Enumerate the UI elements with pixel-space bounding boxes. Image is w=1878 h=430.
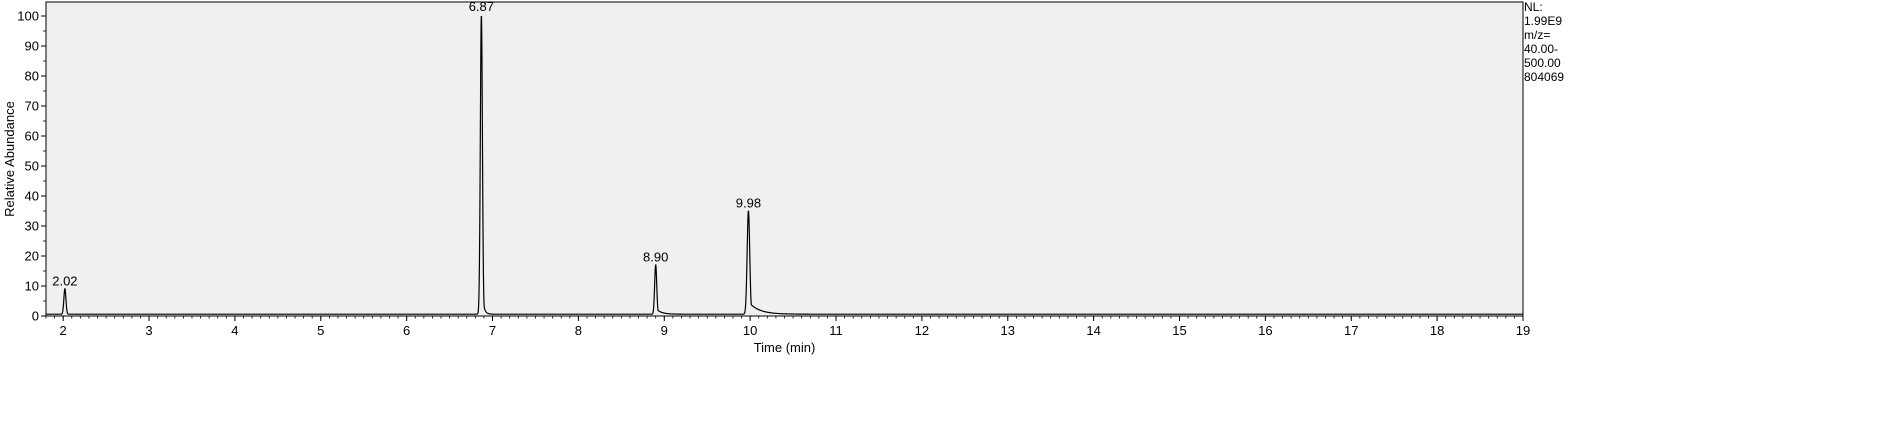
- y-tick-label: 40: [25, 189, 39, 204]
- x-tick-label: 5: [317, 323, 324, 338]
- y-axis-title: Relative Abundance: [2, 101, 17, 217]
- chromatogram-trace: [46, 15, 1523, 315]
- x-tick-label: 4: [231, 323, 238, 338]
- peak-label: 8.90: [643, 250, 668, 265]
- side-note-line: NL:: [1524, 0, 1543, 14]
- x-tick-label: 19: [1516, 323, 1530, 338]
- peak-labels: 2.02 6.87 8.90 9.98: [52, 0, 761, 289]
- y-tick-label: 0: [32, 309, 39, 324]
- axis-ticks: 2 3 4 5 6 7 8 9 10 11 12 13 14 15 16 17 18 19 0 10 20 30 40 50 6…: [17, 9, 1530, 339]
- y-tick-label: 60: [25, 129, 39, 144]
- x-tick-label: 12: [915, 323, 929, 338]
- peak-label: 9.98: [736, 196, 761, 211]
- x-tick-label: 17: [1344, 323, 1358, 338]
- x-tick-label: 13: [1001, 323, 1015, 338]
- y-tick-label: 10: [25, 279, 39, 294]
- x-tick-label: 14: [1086, 323, 1100, 338]
- x-tick-label: 6: [403, 323, 410, 338]
- side-note-line: m/z=: [1524, 28, 1550, 42]
- y-tick-label: 30: [25, 219, 39, 234]
- y-tick-label: 80: [25, 69, 39, 84]
- x-tick-label: 2: [60, 323, 67, 338]
- x-tick-label: 7: [489, 323, 496, 338]
- x-tick-label: 11: [829, 323, 843, 338]
- x-tick-label: 16: [1258, 323, 1272, 338]
- y-tick-label: 100: [17, 9, 39, 24]
- y-tick-label: 20: [25, 249, 39, 264]
- x-tick-label: 10: [743, 323, 757, 338]
- plot-area: [45, 1, 1524, 317]
- x-tick-label: 9: [661, 323, 668, 338]
- x-tick-label: 8: [575, 323, 582, 338]
- x-axis-title: Time (min): [754, 340, 816, 355]
- side-note-line: 804069: [1524, 70, 1564, 84]
- x-tick-label: 18: [1430, 323, 1444, 338]
- y-tick-label: 70: [25, 99, 39, 114]
- peak-label: 2.02: [52, 274, 77, 289]
- side-note-line: 1.99E9: [1524, 14, 1562, 28]
- side-note-line: 40.00-: [1524, 42, 1558, 56]
- y-tick-label: 50: [25, 159, 39, 174]
- y-tick-label: 90: [25, 39, 39, 54]
- side-note-line: 500.00: [1524, 56, 1561, 70]
- x-tick-label: 15: [1172, 323, 1186, 338]
- x-tick-label: 3: [145, 323, 152, 338]
- peak-label: 6.87: [469, 0, 494, 14]
